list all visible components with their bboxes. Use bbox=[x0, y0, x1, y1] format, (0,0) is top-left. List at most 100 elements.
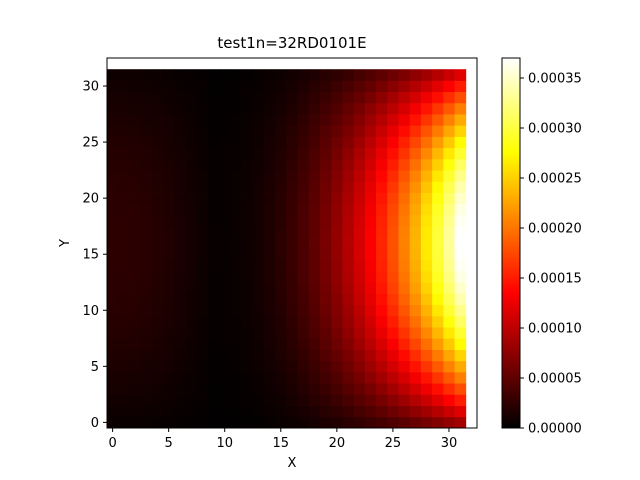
heatmap-cell bbox=[140, 170, 153, 182]
heatmap-cell bbox=[376, 327, 388, 339]
heatmap-cell bbox=[263, 214, 276, 227]
heatmap-cell bbox=[353, 394, 366, 406]
heatmap-cell bbox=[364, 91, 377, 104]
heatmap-cell bbox=[331, 416, 343, 429]
heatmap-cell bbox=[387, 136, 399, 149]
heatmap-cell bbox=[118, 80, 130, 93]
heatmap-cell bbox=[443, 181, 455, 193]
heatmap-cell bbox=[353, 80, 366, 93]
heatmap-cell bbox=[140, 259, 153, 272]
heatmap-cell bbox=[353, 125, 366, 137]
heatmap-cell bbox=[353, 226, 366, 238]
heatmap-cell bbox=[387, 338, 399, 350]
heatmap-cell bbox=[163, 181, 175, 193]
heatmap-cell bbox=[297, 181, 310, 193]
heatmap-cell bbox=[353, 405, 366, 418]
heatmap-cell bbox=[207, 360, 220, 373]
heatmap-cell bbox=[151, 125, 164, 137]
heatmap-cell bbox=[297, 315, 310, 328]
heatmap-cell bbox=[163, 136, 175, 149]
heatmap-cell bbox=[454, 226, 467, 238]
heatmap-cell bbox=[320, 192, 332, 205]
heatmap-cell bbox=[454, 327, 467, 339]
heatmap-cell bbox=[420, 416, 433, 429]
heatmap-cell bbox=[207, 91, 220, 104]
heatmap-cell bbox=[252, 248, 265, 261]
heatmap-cell bbox=[174, 271, 186, 283]
heatmap-cell bbox=[174, 181, 186, 193]
heatmap-cell bbox=[286, 315, 298, 328]
heatmap-cell bbox=[398, 327, 411, 339]
heatmap-cell bbox=[409, 248, 422, 261]
heatmap-cell bbox=[185, 69, 198, 81]
heatmap-cell bbox=[454, 80, 467, 93]
heatmap-cell bbox=[420, 226, 433, 238]
heatmap-cell bbox=[297, 360, 310, 373]
heatmap-cell bbox=[140, 237, 153, 249]
heatmap-cell bbox=[342, 114, 355, 126]
heatmap-cell bbox=[286, 69, 298, 81]
heatmap-cell bbox=[196, 102, 209, 115]
heatmap-cell bbox=[297, 416, 310, 429]
heatmap-cell bbox=[342, 405, 355, 418]
heatmap-cell bbox=[387, 248, 399, 261]
heatmap-cell bbox=[107, 349, 119, 362]
heatmap-cell bbox=[398, 158, 411, 171]
heatmap-cell bbox=[275, 203, 287, 216]
heatmap-cell bbox=[163, 248, 175, 261]
heatmap-cell bbox=[219, 91, 231, 104]
heatmap-cell bbox=[185, 80, 198, 93]
heatmap-cell bbox=[420, 114, 433, 126]
heatmap-cell bbox=[286, 91, 298, 104]
heatmap-cell bbox=[353, 338, 366, 350]
heatmap-cell bbox=[163, 203, 175, 216]
heatmap-cell bbox=[308, 147, 321, 160]
heatmap-cell bbox=[308, 293, 321, 306]
heatmap-cell bbox=[331, 170, 343, 182]
heatmap-cell bbox=[364, 304, 377, 317]
heatmap-cell bbox=[364, 114, 377, 126]
heatmap-cell bbox=[420, 136, 433, 149]
heatmap-cell bbox=[454, 394, 467, 406]
heatmap-cell bbox=[432, 181, 444, 193]
heatmap-cell bbox=[230, 327, 242, 339]
heatmap-cell bbox=[140, 203, 153, 216]
heatmap-cell bbox=[353, 192, 366, 205]
heatmap-cell bbox=[376, 282, 388, 294]
heatmap-cell bbox=[263, 371, 276, 384]
heatmap-cell bbox=[185, 383, 198, 395]
heatmap-cell bbox=[387, 80, 399, 93]
heatmap-cell bbox=[140, 282, 153, 294]
heatmap-cell bbox=[409, 203, 422, 216]
heatmap-cell bbox=[219, 248, 231, 261]
heatmap-cell bbox=[432, 315, 444, 328]
heatmap-cell bbox=[185, 125, 198, 137]
heatmap-cell bbox=[353, 327, 366, 339]
heatmap-cell bbox=[376, 114, 388, 126]
heatmap-cell bbox=[409, 181, 422, 193]
heatmap-cell bbox=[364, 125, 377, 137]
heatmap-cell bbox=[107, 203, 119, 216]
heatmap-cell bbox=[398, 192, 411, 205]
heatmap-cell bbox=[185, 91, 198, 104]
heatmap-cell bbox=[230, 158, 242, 171]
heatmap-cell bbox=[151, 371, 164, 384]
heatmap-cell bbox=[185, 136, 198, 149]
heatmap-cell bbox=[443, 158, 455, 171]
heatmap-cell bbox=[151, 80, 164, 93]
heatmap-cell bbox=[118, 271, 130, 283]
heatmap-cell bbox=[129, 181, 142, 193]
heatmap-cell bbox=[241, 394, 254, 406]
heatmap-cell bbox=[432, 371, 444, 384]
heatmap-cell bbox=[207, 271, 220, 283]
heatmap-cell bbox=[151, 327, 164, 339]
heatmap-cell bbox=[353, 158, 366, 171]
heatmap-cell bbox=[174, 282, 186, 294]
heatmap-cell bbox=[320, 203, 332, 216]
heatmap-cell bbox=[207, 114, 220, 126]
heatmap-cell bbox=[230, 203, 242, 216]
heatmap-cell bbox=[320, 214, 332, 227]
heatmap-cell bbox=[342, 315, 355, 328]
heatmap-cell bbox=[252, 349, 265, 362]
heatmap-cell bbox=[219, 282, 231, 294]
